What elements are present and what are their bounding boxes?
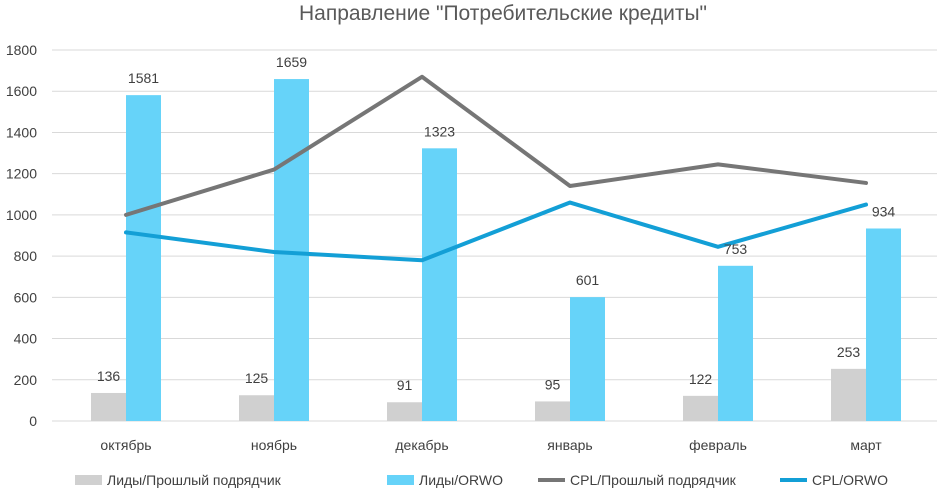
data-label: 95: [545, 376, 561, 392]
data-labels: 136 125 91 95 122 253 1581 1659 1323 601 753 934: [97, 54, 896, 393]
bar: [239, 395, 274, 421]
x-axis-labels: октябрь ноябрь декабрь январь февраль март: [100, 437, 882, 453]
y-axis-ticks: 0 200 400 600 800 1000 1200 1400 1600 1800: [6, 42, 37, 429]
bar: [718, 265, 753, 421]
x-tick-label: декабрь: [395, 437, 448, 453]
bar: [831, 368, 866, 421]
y-tick-label: 600: [14, 289, 38, 305]
y-tick-label: 1400: [6, 124, 37, 140]
x-tick-label: октябрь: [100, 437, 151, 453]
legend-label: CPL/Прошлый подрядчик: [570, 472, 737, 488]
data-label: 91: [397, 377, 413, 393]
y-tick-label: 800: [14, 248, 38, 264]
x-tick-label: март: [850, 437, 882, 453]
legend-label: Лиды/Прошлый подрядчик: [107, 472, 282, 488]
data-label: 253: [837, 344, 861, 360]
data-label: 1659: [276, 54, 307, 70]
series-line: [124, 200, 868, 263]
legend: Лиды/Прошлый подрядчик Лиды/ORWO CPL/Прошл…: [75, 472, 888, 488]
bar: [274, 79, 309, 421]
bar: [866, 228, 901, 421]
bars: [91, 79, 901, 421]
bar: [683, 395, 718, 421]
lines: [124, 74, 868, 263]
legend-label: CPL/ORWO: [812, 472, 888, 488]
data-label: 122: [689, 371, 713, 387]
data-label: 934: [872, 203, 896, 219]
bar: [570, 297, 605, 421]
y-tick-label: 1000: [6, 207, 37, 223]
series-line: [124, 74, 868, 217]
data-label: 125: [245, 370, 269, 386]
bar: [422, 148, 457, 421]
data-label: 1323: [424, 123, 455, 139]
x-tick-label: январь: [547, 437, 592, 453]
bar: [126, 95, 161, 421]
y-tick-label: 1200: [6, 166, 37, 182]
data-label: 753: [724, 241, 748, 257]
x-tick-label: ноябрь: [251, 437, 297, 453]
legend-label: Лиды/ORWO: [419, 472, 503, 488]
bar: [91, 392, 126, 421]
x-tick-label: февраль: [689, 437, 747, 453]
bar: [535, 401, 570, 421]
y-tick-label: 0: [29, 413, 37, 429]
data-label: 1581: [128, 70, 159, 86]
y-tick-label: 200: [14, 372, 38, 388]
y-tick-label: 1600: [6, 83, 37, 99]
legend-swatch: [75, 475, 102, 485]
gridlines: [52, 49, 937, 422]
legend-swatch: [387, 475, 414, 485]
y-tick-label: 400: [14, 331, 38, 347]
data-label: 601: [576, 272, 600, 288]
chart-title: Направление "Потребительские кредиты": [299, 2, 707, 25]
data-label: 136: [97, 368, 121, 384]
bar: [387, 402, 422, 421]
y-tick-label: 1800: [6, 42, 37, 58]
